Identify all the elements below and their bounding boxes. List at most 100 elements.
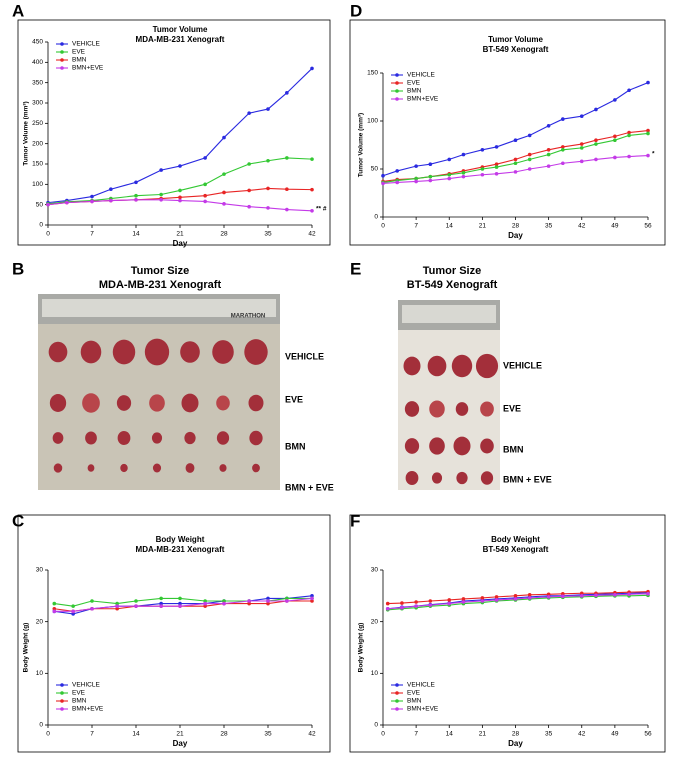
- data-point: [480, 167, 485, 171]
- y-tick-label: 250: [32, 120, 43, 127]
- data-point: [480, 172, 485, 177]
- y-tick-label: 10: [36, 670, 44, 677]
- data-point: [447, 601, 452, 606]
- x-tick-label: 49: [611, 731, 619, 738]
- data-point: [579, 114, 584, 118]
- data-point: [461, 171, 466, 175]
- tumor: [480, 401, 494, 417]
- annotation: ** #: [316, 205, 327, 212]
- tumor: [455, 402, 469, 416]
- y-tick-label: 100: [367, 118, 378, 125]
- panel-letter: A: [12, 1, 24, 20]
- row-label: BMN: [285, 441, 306, 451]
- legend-marker: [395, 691, 399, 695]
- tumor: [427, 355, 447, 377]
- legend-label: BMN: [72, 57, 87, 64]
- tumor: [405, 470, 419, 486]
- legend-marker: [395, 73, 399, 77]
- y-tick-label: 200: [32, 140, 43, 147]
- data-point: [385, 601, 390, 606]
- data-point: [594, 142, 598, 146]
- data-point: [65, 200, 69, 205]
- x-tick-label: 7: [414, 731, 418, 738]
- data-point: [513, 597, 518, 601]
- data-point: [247, 162, 251, 166]
- data-point: [178, 596, 182, 601]
- data-point: [203, 182, 207, 187]
- data-point: [52, 606, 57, 611]
- annotation: *: [652, 150, 655, 157]
- tumor: [480, 438, 494, 454]
- x-tick-label: 28: [512, 223, 520, 230]
- tumor: [52, 432, 64, 444]
- data-point: [310, 157, 314, 161]
- x-tick-label: 21: [479, 731, 487, 738]
- data-point: [285, 91, 289, 95]
- row-label: VEHICLE: [503, 360, 542, 370]
- tumor: [216, 395, 230, 411]
- x-tick-label: 7: [414, 223, 418, 230]
- data-point: [646, 153, 650, 158]
- tumor: [49, 394, 67, 412]
- data-point: [134, 180, 138, 185]
- row-label: EVE: [285, 394, 303, 404]
- chart-subtitle: BT-549 Xenograft: [483, 545, 549, 554]
- tumor: [116, 395, 132, 411]
- series-line: [47, 68, 313, 204]
- x-axis-label: Day: [173, 739, 188, 748]
- panel-frame: [17, 514, 331, 753]
- tumor: [451, 354, 473, 378]
- ruler-face: [402, 305, 496, 323]
- chart-subtitle: BT-549 Xenograft: [483, 45, 549, 54]
- data-point: [428, 599, 433, 603]
- data-point: [52, 609, 57, 614]
- data-point: [546, 595, 551, 599]
- data-point: [90, 194, 94, 199]
- data-point: [159, 192, 163, 197]
- panel-frame: [349, 514, 666, 753]
- tumor: [216, 431, 230, 445]
- tumor: [152, 463, 162, 473]
- tumor: [480, 471, 494, 485]
- data-point: [428, 174, 433, 179]
- data-point: [627, 88, 631, 93]
- data-point: [461, 597, 466, 601]
- data-point: [461, 174, 466, 179]
- legend-label: BMN: [72, 698, 87, 705]
- x-tick-label: 49: [611, 223, 619, 230]
- data-point: [285, 596, 289, 601]
- data-point: [447, 157, 452, 162]
- tumor: [244, 339, 268, 365]
- chart-title: Tumor Volume: [153, 25, 208, 34]
- data-point: [178, 198, 182, 203]
- data-point: [222, 202, 226, 206]
- x-tick-label: 56: [644, 731, 652, 738]
- chart-title: Body Weight: [491, 535, 540, 544]
- data-point: [646, 80, 650, 85]
- data-point: [594, 138, 598, 142]
- x-tick-label: 42: [578, 731, 586, 738]
- data-point: [178, 188, 182, 193]
- tumor: [144, 338, 170, 366]
- tumor: [429, 437, 445, 455]
- photo-subtitle: BT-549 Xenograft: [407, 279, 498, 291]
- photo: [398, 300, 500, 490]
- row-label: EVE: [503, 403, 521, 413]
- data-point: [222, 599, 226, 603]
- data-point: [527, 596, 532, 600]
- tumors: [403, 353, 499, 486]
- x-tick-label: 28: [512, 731, 520, 738]
- data-point: [115, 601, 119, 606]
- legend-label: VEHICLE: [72, 682, 100, 689]
- data-point: [480, 148, 485, 152]
- x-tick-label: 14: [446, 731, 454, 738]
- data-point: [266, 601, 270, 606]
- tumor: [80, 340, 102, 364]
- data-point: [71, 609, 75, 614]
- y-tick-label: 20: [371, 618, 379, 625]
- data-point: [310, 187, 314, 192]
- y-axis-label: Tumor Volume (mm³): [23, 101, 30, 165]
- data-point: [627, 592, 631, 597]
